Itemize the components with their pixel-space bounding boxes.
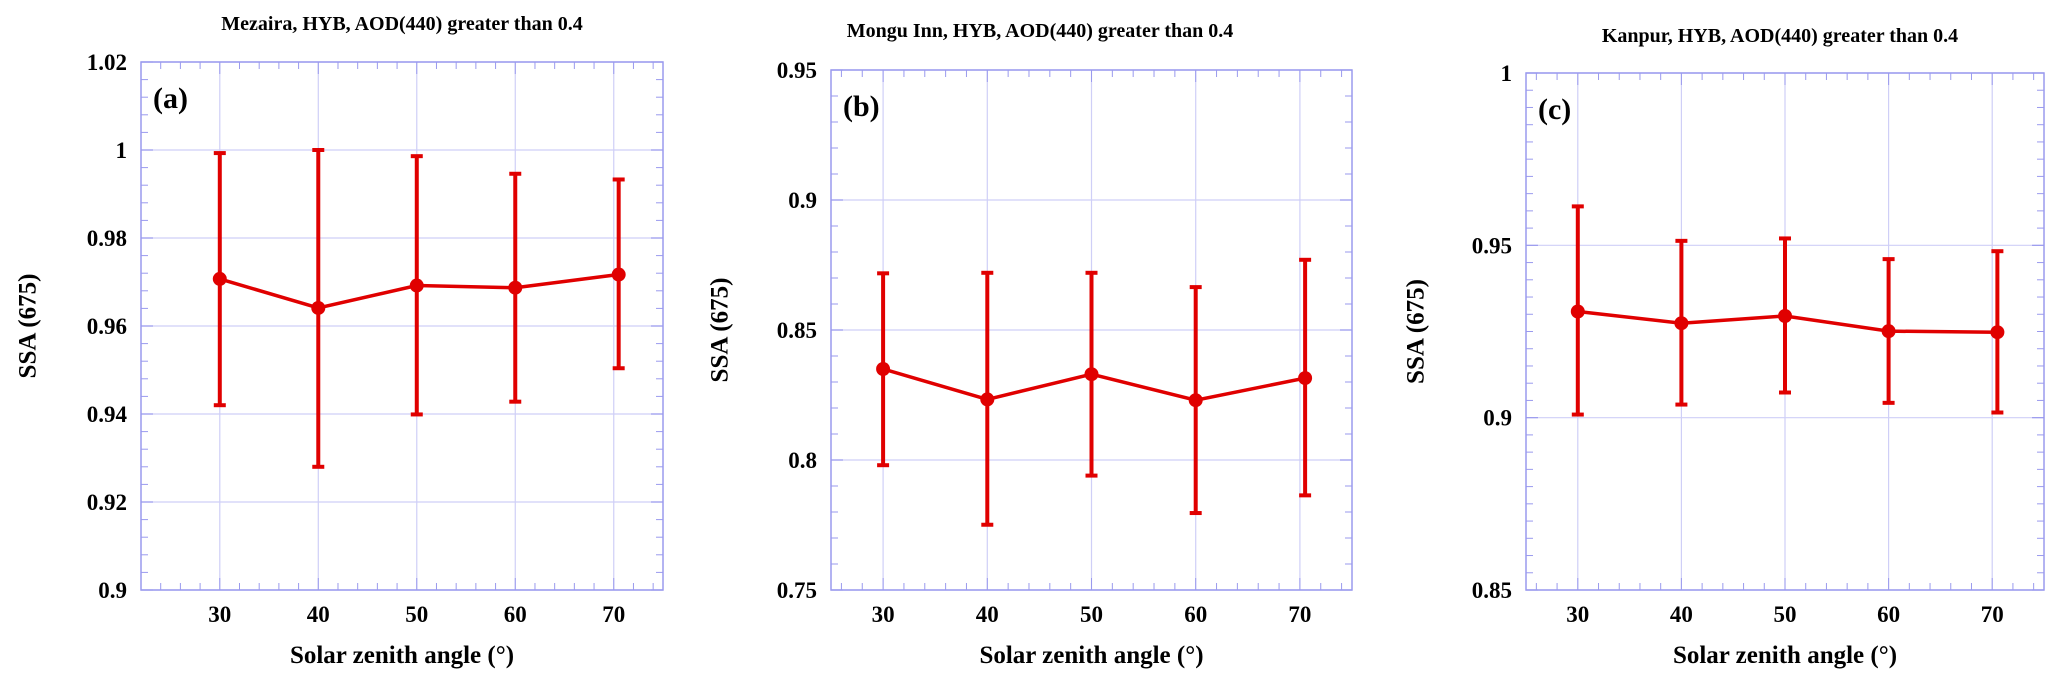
plot-frame: [1525, 72, 2045, 591]
x-tick-label: 50: [1080, 602, 1103, 627]
chart-title: Kanpur, HYB, AOD(440) greater than 0.4: [1602, 25, 1958, 47]
y-tick-label: 0.96: [87, 314, 127, 339]
data-point: [508, 280, 523, 295]
chart-title: Mezaira, HYB, AOD(440) greater than 0.4: [221, 13, 582, 35]
y-tick-label: 0.95: [777, 58, 817, 83]
data-point: [1298, 371, 1313, 386]
x-tick-label: 60: [1877, 602, 1900, 627]
x-tick-label: 70: [602, 602, 625, 627]
data-point: [1674, 316, 1689, 331]
x-tick-label: 40: [1670, 602, 1693, 627]
x-axis-label: Solar zenith angle (°): [979, 642, 1203, 669]
y-tick-label: 0.8: [788, 448, 817, 473]
plot-frame: [140, 61, 664, 591]
y-tick-label: 1: [116, 138, 128, 163]
chart-panel-b: 0.75 0.8 0.85 0.9 0.95 30 40 50 60 70 Solar zenith…: [707, 20, 1353, 669]
data-point: [876, 362, 891, 376]
x-tick-label: 70: [1288, 602, 1311, 627]
y-axis-label: SSA (675): [707, 278, 734, 383]
data-point: [1778, 308, 1792, 323]
y-axis-label: SSA (675): [1403, 279, 1430, 384]
y-tick-label: 0.75: [777, 578, 817, 603]
x-tick-label: 50: [405, 602, 428, 627]
data-point: [1990, 325, 2005, 340]
chart-title: Mongu Inn, HYB, AOD(440) greater than 0.…: [847, 20, 1234, 42]
y-axis-label: SSA (675): [15, 274, 42, 379]
y-tick-label: 0.9: [788, 188, 817, 213]
y-tick-label: 0.98: [87, 226, 127, 251]
data-point: [980, 392, 995, 407]
y-tick-label: 1: [1501, 61, 1513, 86]
x-tick-label: 50: [1774, 602, 1797, 627]
y-tick-label: 0.95: [1472, 233, 1512, 258]
x-tick-label: 30: [872, 602, 895, 627]
y-tick-label: 0.85: [1472, 578, 1512, 603]
data-point: [409, 278, 424, 293]
data-point: [212, 271, 227, 286]
data-point: [611, 267, 626, 282]
data-point: [1084, 367, 1099, 382]
plot-frame: [830, 69, 1353, 591]
y-tick-label: 0.9: [1483, 406, 1512, 431]
data-point: [1570, 304, 1585, 319]
y-tick-label: 0.92: [87, 490, 127, 515]
x-tick-label: 60: [504, 602, 527, 627]
x-tick-label: 30: [1566, 602, 1589, 627]
y-tick-label: 1.02: [87, 50, 127, 75]
y-tick-label: 0.9: [98, 578, 127, 603]
data-point: [1188, 393, 1203, 408]
y-tick-label: 0.85: [777, 318, 817, 343]
data-point: [1881, 324, 1896, 339]
y-tick-label: 0.94: [87, 402, 128, 427]
panel-label: (c): [1538, 93, 1571, 126]
x-tick-label: 70: [1981, 602, 2004, 627]
chart-panel-a: 0.9 0.92 0.94 0.96 0.98 1 1.02 30 40 50 60 70 Solar …: [15, 13, 664, 669]
x-tick-label: 60: [1184, 602, 1207, 627]
panel-label: (b): [843, 90, 880, 123]
x-tick-label: 40: [976, 602, 999, 627]
x-axis-label: Solar zenith angle (°): [1673, 642, 1897, 669]
chart-panel-c: 0.85 0.9 0.95 1 30 40 50 60 70 Solar zenith angle…: [1403, 25, 2045, 669]
panel-label: (a): [153, 82, 188, 115]
x-tick-label: 30: [208, 602, 231, 627]
x-tick-label: 40: [307, 602, 330, 627]
data-point: [311, 300, 326, 315]
x-axis-label: Solar zenith angle (°): [290, 642, 514, 669]
